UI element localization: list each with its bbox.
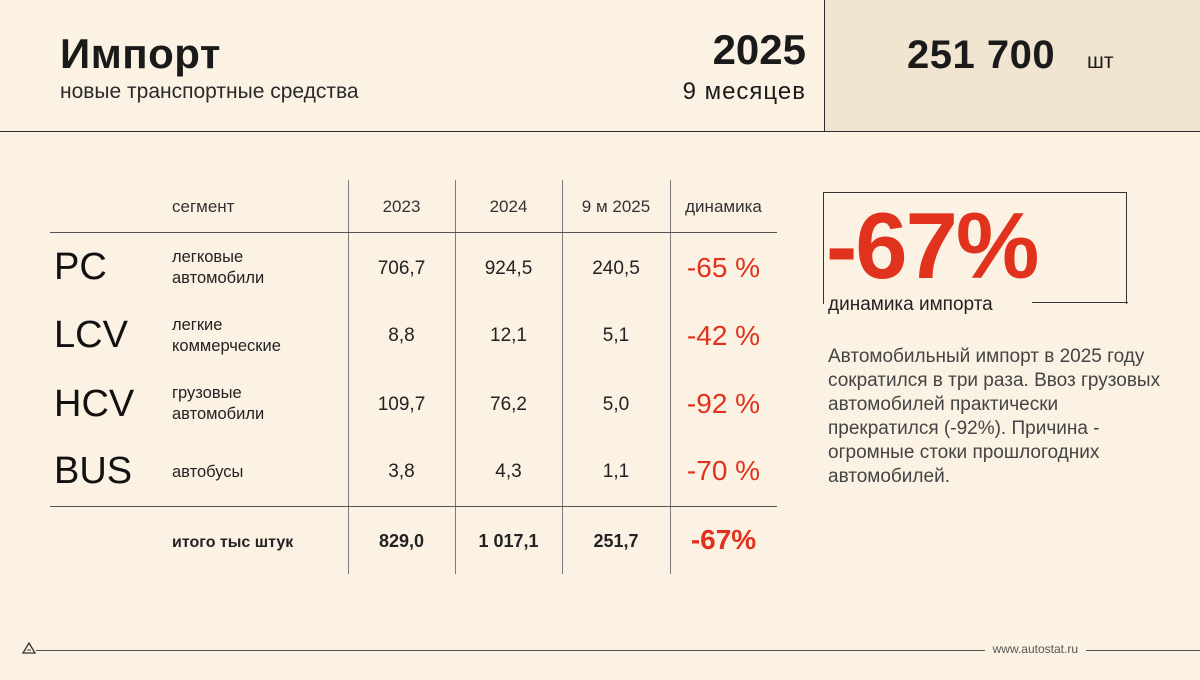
segment-code: BUS xyxy=(54,450,133,492)
value-2025: 5,0 xyxy=(602,394,630,415)
table-divider xyxy=(670,180,671,574)
segment-name-line: автомобили xyxy=(172,269,265,287)
footer-url[interactable]: www.autostat.ru xyxy=(984,642,1086,656)
column-header-dynamics: динамика xyxy=(685,197,762,216)
segment-name-line: легкие xyxy=(172,316,223,334)
year-label: 2025 xyxy=(712,26,806,73)
value-2023: 3,8 xyxy=(388,461,415,482)
value-2025: 5,1 xyxy=(602,325,630,346)
highlight-value: -67% xyxy=(826,193,1039,298)
table-header-rule xyxy=(50,232,777,233)
highlight-frame-bottom xyxy=(1032,302,1128,303)
highlight-note: Автомобильный импорт в 2025 году сократи… xyxy=(828,346,1161,487)
dynamics-value: -65 % xyxy=(686,252,761,283)
total-unit: шт xyxy=(1087,50,1114,73)
total-panel: 251 700 шт xyxy=(824,0,1200,131)
highlight-label: динамика импорта xyxy=(828,294,999,316)
table-total-rule xyxy=(50,506,777,507)
value-2025: 240,5 xyxy=(592,258,640,279)
segment-name: автобусы xyxy=(172,462,243,483)
total-2024: 1 017,1 xyxy=(478,531,539,551)
dynamics-value: -42 % xyxy=(686,320,761,351)
value-2024: 12,1 xyxy=(490,325,527,346)
total-value: 251 700 xyxy=(907,33,1056,77)
table-divider xyxy=(348,180,349,574)
segment-name-line: автобусы xyxy=(172,463,244,481)
logo-triangle-icon xyxy=(21,641,37,657)
segment-name: грузовые автомобили xyxy=(172,383,264,425)
segment-name-line: автомобили xyxy=(172,405,265,423)
segment-name-line: легковые xyxy=(172,248,244,266)
dynamics-value: -70 % xyxy=(686,455,761,486)
segment-name-line: грузовые xyxy=(172,384,242,402)
value-2024: 4,3 xyxy=(495,461,522,482)
segment-code: LCV xyxy=(54,314,128,356)
segment-code: PC xyxy=(54,246,107,288)
highlight-frame xyxy=(823,192,1127,304)
page-header: Импорт новые транспортные средства 2025 … xyxy=(0,0,1200,132)
value-2023: 8,8 xyxy=(388,325,415,346)
segment-name: легкие коммерческие xyxy=(172,315,281,357)
column-header-2025: 9 м 2025 xyxy=(581,197,651,216)
value-2024: 924,5 xyxy=(484,258,533,279)
table-divider xyxy=(455,180,456,574)
segment-name: легковые автомобили xyxy=(172,247,264,289)
total-2023: 829,0 xyxy=(378,531,425,551)
column-header-segment: сегмент xyxy=(172,197,235,216)
segment-name-line: коммерческие xyxy=(172,337,281,355)
total-2025: 251,7 xyxy=(593,531,639,551)
dynamics-value: -92 % xyxy=(686,388,761,419)
period-label: 9 месяцев xyxy=(682,78,806,105)
column-header-2023: 2023 xyxy=(382,197,421,216)
column-header-2024: 2024 xyxy=(489,197,528,216)
value-2024: 76,2 xyxy=(490,394,527,415)
total-dynamics: -67% xyxy=(690,524,757,555)
page-subtitle: новые транспортные средства xyxy=(60,80,359,103)
total-label: итого тыс штук xyxy=(172,534,294,551)
value-2023: 706,7 xyxy=(377,258,426,279)
value-2025: 1,1 xyxy=(602,461,630,482)
table-divider xyxy=(562,180,563,574)
segment-code: HCV xyxy=(54,383,135,425)
page-title: Импорт xyxy=(60,30,221,77)
value-2023: 109,7 xyxy=(377,394,426,415)
footer-divider xyxy=(36,650,1200,651)
